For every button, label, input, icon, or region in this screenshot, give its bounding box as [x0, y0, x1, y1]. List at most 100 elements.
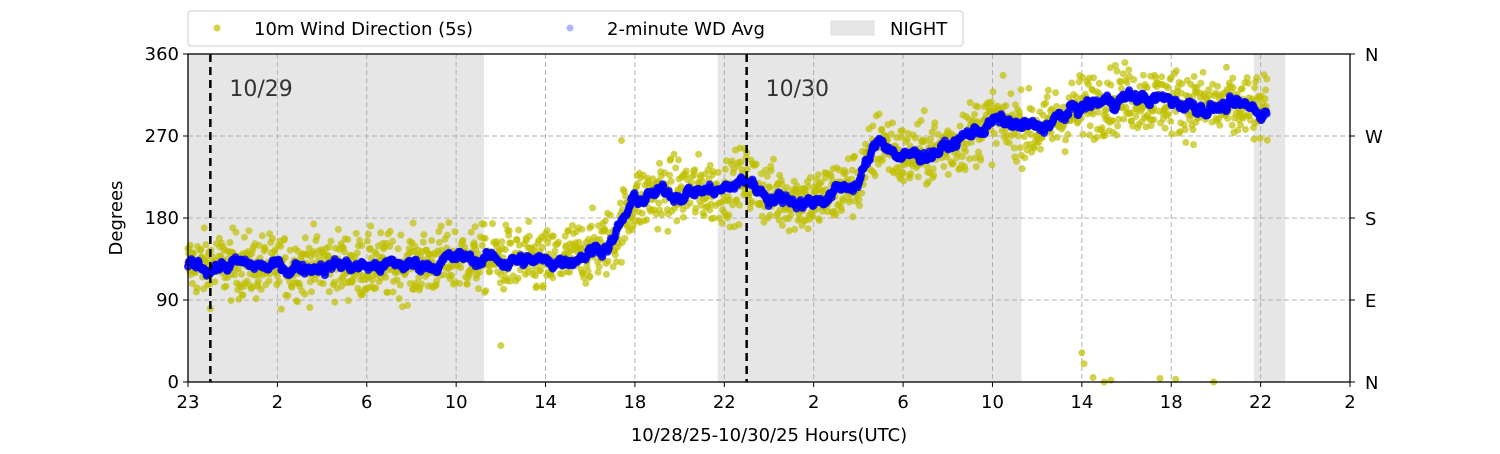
wind-direction-point	[344, 236, 352, 243]
wind-direction-point	[1037, 145, 1044, 153]
wind-direction-point	[456, 280, 463, 287]
wind-direction-point	[1118, 85, 1125, 93]
wind-direction-point	[805, 183, 813, 191]
wind-direction-point	[587, 222, 595, 230]
wind-direction-point	[532, 272, 539, 280]
wind-direction-point	[962, 147, 970, 155]
wind-direction-point	[1199, 68, 1207, 76]
wind-direction-point	[234, 265, 242, 273]
wind-direction-point	[306, 304, 314, 311]
wind-direction-point	[281, 254, 289, 261]
wind-direction-point	[372, 284, 380, 292]
wind-direction-point	[838, 207, 846, 214]
wind-direction-point	[664, 227, 672, 235]
wind-direction-point	[601, 217, 609, 225]
wind-direction-point	[666, 171, 674, 179]
wind-direction-point	[368, 276, 376, 284]
wind-direction-point	[972, 163, 980, 171]
x-tick-label: 2	[1344, 392, 1355, 413]
wind-direction-point	[1253, 74, 1261, 82]
wind-direction-point	[467, 228, 475, 236]
wind-direction-point	[966, 99, 974, 107]
wind-direction-point	[1205, 86, 1213, 94]
wind-direction-point	[766, 184, 774, 192]
y-tick-label: 360	[145, 44, 179, 65]
x-tick-label: 18	[1160, 392, 1183, 413]
x-tick-label: 10	[981, 392, 1004, 413]
wind-direction-point	[502, 221, 510, 229]
wind-direction-point	[914, 173, 922, 181]
wind-direction-point	[1181, 126, 1189, 133]
wind-direction-point	[940, 163, 948, 171]
wind-direction-point	[842, 169, 849, 177]
wind-direction-point	[804, 225, 812, 233]
x-tick-label: 23	[177, 392, 200, 413]
wind-direction-point	[670, 150, 678, 158]
wind-direction-point	[475, 285, 482, 293]
wind-direction-point	[277, 242, 285, 250]
wind-direction-point	[474, 250, 482, 258]
wind-direction-point	[787, 211, 795, 219]
wind-direction-point	[1107, 81, 1115, 89]
wind-direction-point	[815, 217, 823, 224]
wind-direction-point	[733, 196, 741, 204]
wind-direction-point	[735, 221, 743, 229]
wind-direction-point	[301, 290, 309, 298]
wind-direction-point	[580, 274, 587, 281]
wind-direction-point	[1251, 84, 1258, 92]
wind-direction-point	[1095, 79, 1103, 87]
wind-direction-point	[340, 248, 348, 256]
wind-direction-point	[382, 273, 390, 281]
wind-direction-point	[889, 119, 896, 127]
wind-direction-point	[943, 153, 951, 161]
wind-direction-point	[844, 155, 852, 163]
wind-direction-point	[758, 212, 766, 220]
wind-direction-point	[366, 245, 374, 252]
wind-direction-point	[839, 197, 847, 205]
wind-direction-point	[899, 127, 906, 135]
wind-direction-point	[1017, 86, 1025, 94]
wind-direction-point	[1114, 122, 1122, 130]
x-tick-label: 14	[534, 392, 557, 413]
wind-direction-point	[1234, 126, 1242, 134]
wind-direction-point	[327, 237, 335, 245]
wind-direction-point	[778, 180, 786, 188]
wind-direction-point	[927, 135, 934, 143]
wind-direction-point	[845, 198, 853, 206]
wind-direction-point	[1016, 144, 1024, 152]
wind-direction-point	[673, 217, 681, 225]
wind-direction-point	[211, 278, 219, 286]
wind-direction-point	[482, 287, 490, 295]
wind-direction-point	[718, 219, 726, 227]
wind-direction-outlier	[1078, 349, 1086, 357]
wind-direction-point	[752, 160, 760, 168]
wind-direction-point	[878, 157, 886, 164]
legend-marker-wind-direction	[213, 24, 221, 32]
wind-direction-point	[1062, 136, 1070, 144]
compass-tick-label: N	[1365, 45, 1378, 66]
wind-direction-point	[202, 241, 210, 249]
wind-direction-point	[1042, 99, 1049, 107]
wind-direction-point	[498, 238, 506, 246]
wind-direction-point	[595, 263, 603, 271]
wind-direction-point	[930, 171, 938, 179]
wind-direction-point	[353, 249, 361, 257]
wind-direction-point	[875, 110, 883, 118]
wind-direction-point	[929, 165, 937, 173]
wind-direction-point	[396, 281, 404, 289]
wind-direction-point	[654, 225, 662, 233]
wind-direction-point	[489, 220, 496, 227]
wind-direction-point	[682, 167, 690, 175]
wind-direction-point	[692, 204, 700, 212]
wind-direction-point	[1020, 133, 1028, 141]
wind-direction-point	[621, 234, 629, 242]
wind-direction-point	[735, 201, 743, 209]
wind-direction-point	[1190, 141, 1198, 149]
wind-direction-point	[352, 229, 360, 237]
wind-direction-point	[386, 227, 394, 235]
wind-direction-point	[904, 135, 911, 143]
wind-direction-point	[1025, 84, 1033, 92]
wind-direction-point	[1214, 82, 1222, 90]
wind-direction-point	[459, 237, 467, 244]
